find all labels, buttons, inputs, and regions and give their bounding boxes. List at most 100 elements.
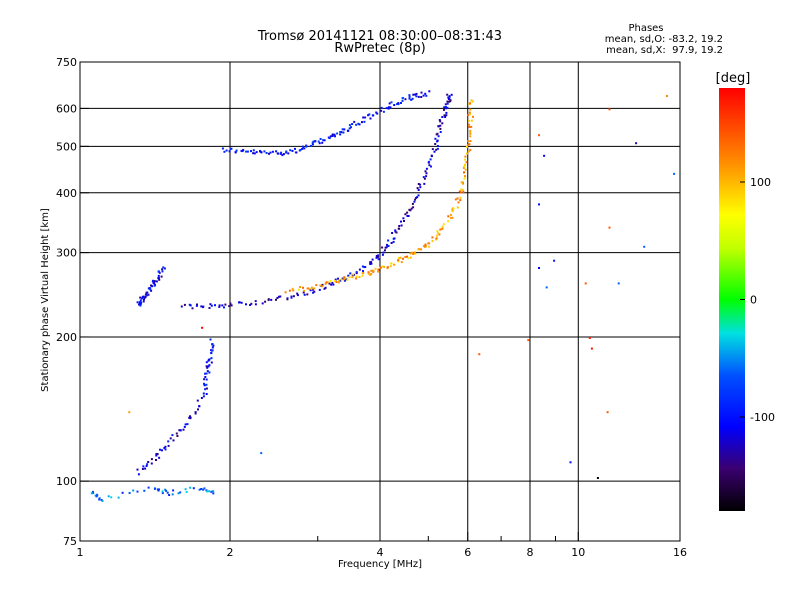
scatter-point [635,142,638,145]
trace-point [450,93,453,96]
trace-point [420,96,423,98]
scatter-point [590,347,593,350]
trace-point [414,198,417,201]
trace-point [355,123,358,126]
trace-point [107,495,110,498]
trace-point [357,122,360,125]
y-tick-label: 600 [56,102,77,115]
trace-point [343,278,346,281]
trace-point [313,290,316,293]
trace-point [351,276,354,279]
trace-point [151,285,154,288]
trace-point [348,124,351,127]
trace-point [361,265,364,268]
trace-point [451,210,454,213]
scatter-point [569,461,572,464]
scatter-point [608,226,611,229]
trace-point [332,283,335,286]
trace-point [460,181,463,184]
scatter-point [606,411,609,414]
trace-point [331,281,334,284]
trace-point [443,106,446,109]
trace-point [425,94,428,97]
trace-point [310,288,313,290]
trace-point [450,213,452,216]
trace-point [155,453,158,455]
trace-point [467,114,470,117]
trace-point [470,99,473,102]
trace-point [408,208,411,211]
trace-point [409,252,412,255]
trace-point [203,384,206,387]
trace-point [446,102,449,105]
trace-point [165,489,168,492]
trace-point [277,295,280,298]
trace-point [425,167,428,170]
trace-point [252,152,255,155]
trace-point [250,302,253,305]
scatter-point [128,411,131,414]
trace-point [183,303,186,306]
trace-point [210,490,213,493]
x-tick-label: 4 [377,546,384,559]
trace-point [420,248,422,251]
scatter-point [588,337,591,339]
trace-point [417,95,420,98]
trace-point [413,200,416,203]
trace-point [197,408,199,411]
trace-point [172,439,175,442]
trace-point [289,149,292,152]
trace-point [147,461,150,463]
trace-point [465,161,468,164]
trace-point [159,448,161,451]
trace-point [98,498,101,501]
trace-point [444,106,447,108]
trace-point [206,370,209,373]
trace-point [218,305,221,308]
trace-point [339,279,342,282]
trace-point [472,100,474,103]
trace-point [254,303,257,306]
trace-point [303,147,306,150]
trace-point [277,152,280,155]
trace-point [90,492,93,495]
trace-point [202,395,205,398]
trace-point [380,106,383,109]
trace-point [397,259,400,262]
trace-point [321,141,324,144]
trace-point [407,215,410,217]
trace-point [435,238,437,241]
trace-point [210,352,213,355]
trace-point [444,116,447,118]
trace-point [445,114,448,117]
scatter-point [260,452,263,455]
trace-point [323,287,326,290]
trace-point [158,456,161,459]
trace-point [406,211,409,214]
trace-point [385,107,388,110]
trace-point [369,117,372,120]
trace-point [442,223,445,226]
trace-point [464,163,466,166]
trace-point [121,491,124,494]
trace-point [398,227,401,230]
trace-point [463,177,466,180]
trace-point [268,152,270,155]
trace-point [435,148,438,151]
trace-point [325,281,328,284]
x-tick-label: 1 [77,546,84,559]
trace-point [157,277,160,280]
trace-point [336,132,339,135]
trace-point [381,253,384,256]
trace-point [284,291,287,294]
trace-point [422,94,425,97]
trace-point [358,268,361,271]
trace-point [469,132,472,135]
trace-point [424,243,427,246]
trace-point [463,165,466,168]
trace-point [348,127,351,130]
trace-point [198,405,201,408]
trace-point [400,224,403,227]
scatter-point [553,259,556,262]
trace-point [324,286,327,289]
